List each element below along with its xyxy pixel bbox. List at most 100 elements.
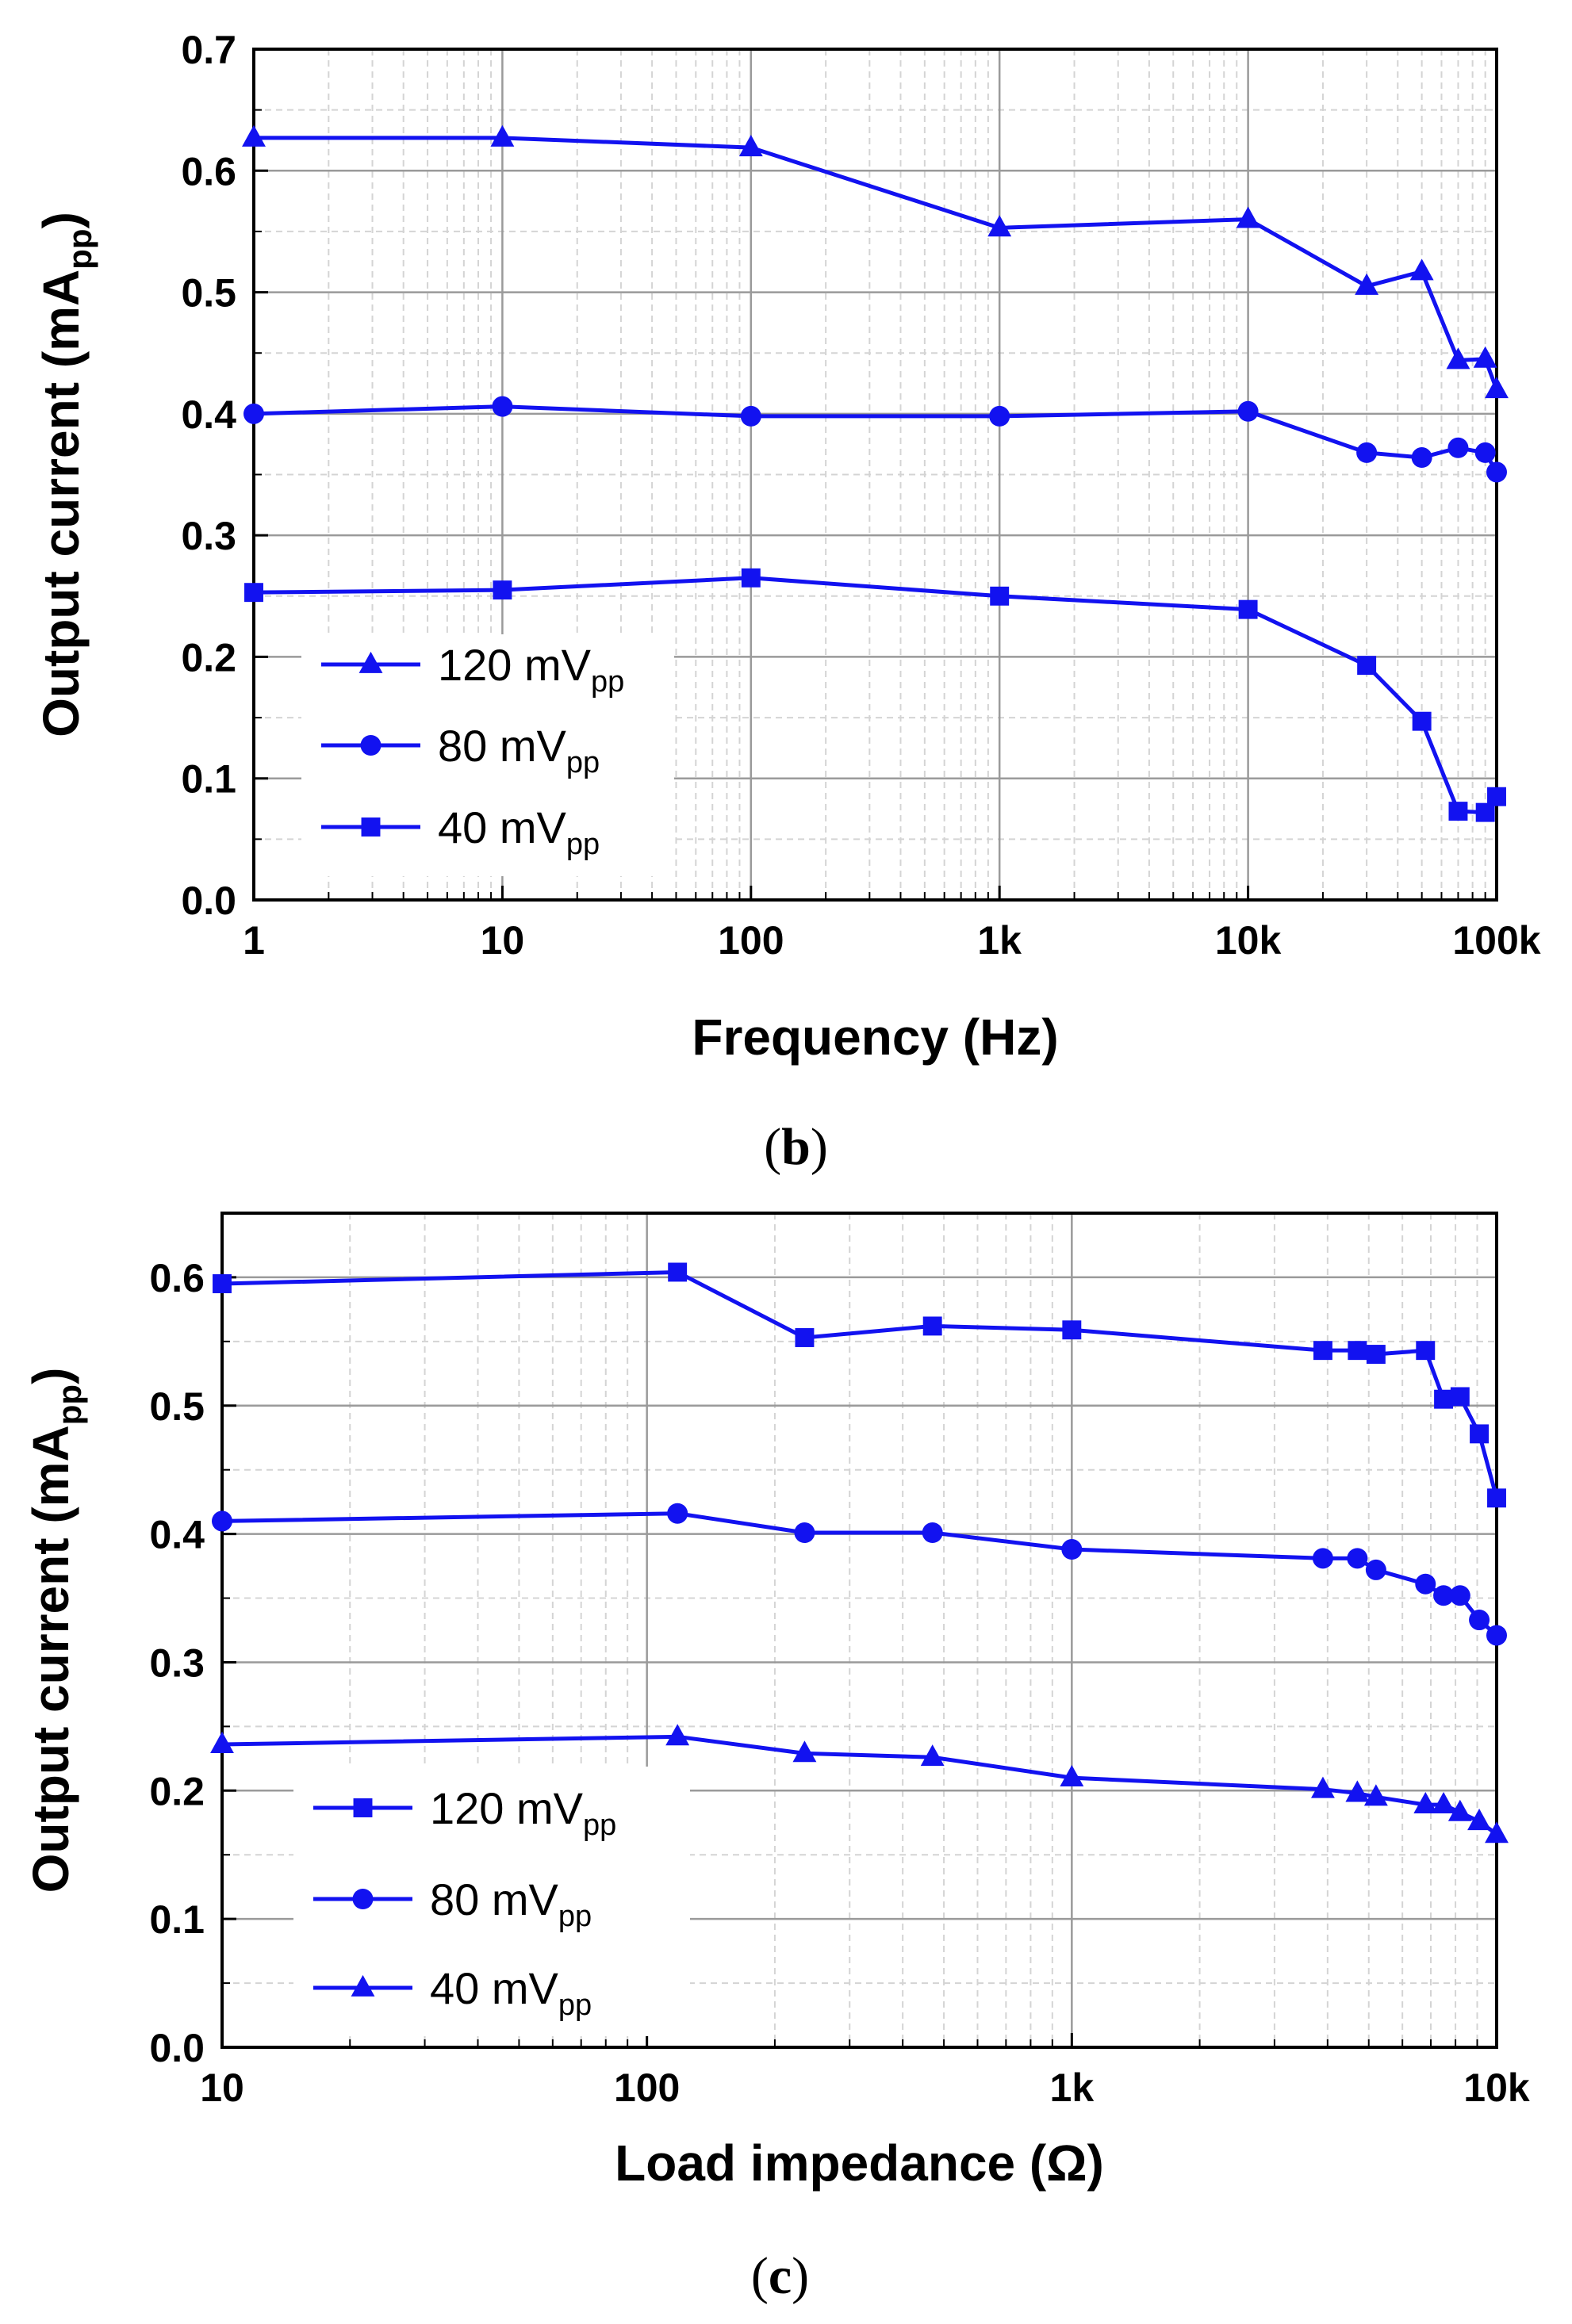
x-tick-label: 100k: [1452, 918, 1540, 963]
legend-marker: [351, 1974, 375, 1997]
series-line: [254, 136, 1499, 391]
legend-label: 40 mVpp: [430, 1963, 592, 2022]
data-point: [1485, 1821, 1509, 1844]
data-point: [244, 583, 263, 603]
x-tick-label: 1: [243, 918, 265, 963]
data-point: [492, 396, 513, 417]
data-point: [1366, 1345, 1386, 1364]
legend-label: 120 mVpp: [438, 640, 624, 699]
grid-minor: [254, 49, 1497, 900]
y-tick-label: 0.6: [181, 149, 236, 193]
x-tick-label: 100: [614, 2066, 680, 2110]
y-tick-label: 0.0: [149, 2026, 205, 2070]
data-point: [1487, 1488, 1506, 1508]
data-point: [920, 1744, 945, 1767]
series-triangle: [210, 1724, 1509, 1844]
data-point: [1348, 1341, 1367, 1361]
data-point: [1446, 347, 1470, 369]
data-point: [1237, 400, 1259, 422]
data-point: [665, 1724, 690, 1746]
y-tick-label: 0.3: [149, 1641, 205, 1685]
data-point: [1415, 1573, 1436, 1595]
data-point: [1061, 1539, 1083, 1560]
data-point: [1238, 599, 1258, 619]
y-tick-label: 0.2: [181, 635, 236, 680]
data-point: [795, 1328, 815, 1347]
data-point: [210, 1731, 234, 1753]
series-line: [221, 1269, 1499, 1499]
data-point: [1345, 1780, 1370, 1802]
series-circle: [243, 396, 1507, 483]
y-tick-label: 0.1: [181, 757, 236, 802]
y-tick-label: 0.4: [149, 1513, 205, 1557]
data-point: [667, 1503, 688, 1524]
data-point: [1469, 1610, 1490, 1631]
grid-minor: [222, 1213, 1497, 2047]
data-point: [989, 405, 1010, 427]
data-point: [1062, 1320, 1082, 1340]
series-square: [213, 1262, 1506, 1508]
legend-label: 80 mVpp: [438, 721, 600, 779]
legend-label: 40 mVpp: [438, 802, 600, 861]
data-point: [490, 124, 515, 147]
x-tick-label: 100: [718, 918, 784, 963]
series-line: [253, 404, 1499, 473]
x-axis-title: Frequency (Hz): [692, 1009, 1058, 1066]
data-point: [1357, 656, 1377, 676]
data-point: [242, 124, 266, 147]
y-axis-title: Output current (mApp): [33, 212, 98, 737]
y-tick-label: 0.3: [181, 514, 236, 558]
data-point: [987, 215, 1012, 237]
y-tick-label: 0.5: [149, 1384, 205, 1429]
data-point: [1485, 377, 1509, 399]
data-point: [922, 1522, 943, 1543]
x-tick-label: 10: [200, 2066, 244, 2110]
data-point: [1409, 258, 1434, 281]
data-point: [1356, 442, 1378, 463]
legend: 120 mVpp 80 mVpp 40 mVpp: [293, 1767, 690, 2036]
data-point: [1448, 802, 1468, 821]
figure-caption: (c): [751, 2247, 809, 2305]
data-point: [1365, 1559, 1386, 1580]
data-point: [668, 1262, 688, 1282]
data-point: [1363, 1784, 1388, 1806]
x-tick-label: 1k: [977, 918, 1022, 963]
series-line: [221, 1511, 1498, 1637]
series-square: [244, 568, 1506, 822]
data-point: [1470, 1424, 1490, 1444]
data-point: [794, 1522, 815, 1543]
legend-label: 120 mVpp: [430, 1783, 616, 1842]
series-circle: [212, 1503, 1507, 1646]
x-axis-title: Load impedance (Ω): [615, 2134, 1104, 2192]
y-tick-label: 0.1: [149, 1897, 205, 1942]
x-tick-label: 10k: [1215, 918, 1282, 963]
data-point: [1412, 711, 1432, 731]
y-tick-label: 0.7: [181, 28, 236, 72]
data-point: [1433, 1585, 1455, 1606]
chart-b: 1 10 100 1k 10k 100k 0.0 0.1 0.2 0.3 0.4 0.5 0.6 0.7 1…: [33, 28, 1541, 1176]
data-point: [1416, 1341, 1436, 1361]
data-point: [1486, 461, 1507, 483]
data-point: [212, 1510, 232, 1532]
data-point: [1486, 1625, 1507, 1646]
y-tick-label: 0.4: [181, 392, 236, 437]
data-point: [1355, 273, 1379, 295]
data-point: [1447, 1799, 1472, 1821]
data-point: [1449, 1585, 1470, 1606]
data-point: [1313, 1341, 1332, 1361]
data-point: [990, 586, 1010, 606]
data-point: [738, 135, 763, 157]
series-line: [253, 576, 1499, 815]
data-point: [1475, 802, 1495, 822]
legend-label: 80 mVpp: [430, 1874, 592, 1933]
x-tick-label: 10k: [1463, 2066, 1530, 2110]
data-point: [1450, 1387, 1470, 1407]
data-point: [1411, 447, 1432, 469]
data-point: [922, 1316, 942, 1336]
legend-marker: [361, 817, 381, 837]
data-point: [1487, 787, 1506, 806]
data-point: [243, 403, 264, 424]
data-point: [1447, 437, 1469, 458]
data-point: [741, 568, 761, 588]
